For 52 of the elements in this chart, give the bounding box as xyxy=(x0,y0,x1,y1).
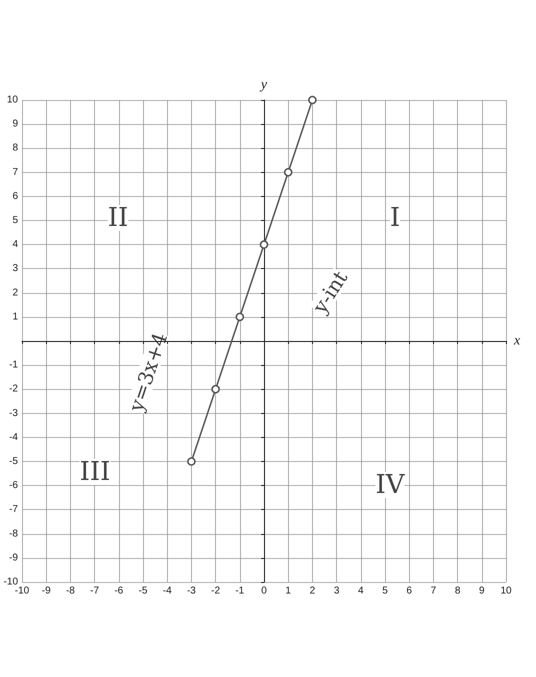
annotation: I xyxy=(390,203,400,233)
x-tick-label: -3 xyxy=(186,586,196,596)
x-tick-label: 0 xyxy=(261,586,268,596)
y-tick-label: 6 xyxy=(12,190,18,202)
y-tick-label: 3 xyxy=(12,263,18,274)
y-tick-label: 5 xyxy=(12,215,18,226)
point xyxy=(211,384,220,394)
x-tick-label: -6 xyxy=(114,586,124,596)
y-tick-label: 2 xyxy=(12,287,18,298)
y-tick-label: -9 xyxy=(9,552,18,564)
x-tick-label: -9 xyxy=(42,586,52,596)
y-tick-label: -1 xyxy=(9,360,18,371)
y-tick-label: 1 xyxy=(12,311,18,322)
x-tick-label: 6 xyxy=(406,586,412,596)
point xyxy=(260,240,268,249)
y-tick-label: 4 xyxy=(12,239,18,250)
annotation: IV xyxy=(375,470,406,500)
y-tick-label: -7 xyxy=(9,504,18,516)
x-tick-label: -4 xyxy=(162,586,172,596)
y-tick-label: 7 xyxy=(12,166,18,178)
y-tick-label: -10 xyxy=(4,576,18,588)
point xyxy=(236,312,244,322)
y-tick-label: 8 xyxy=(12,142,18,154)
x-tick-label: -7 xyxy=(90,586,100,596)
x-tick-label: 5 xyxy=(382,586,388,596)
annotation: II xyxy=(108,203,128,233)
x-tick-label: 9 xyxy=(479,586,486,596)
x-tick-label: 2 xyxy=(310,586,316,596)
x-tick-label: 10 xyxy=(500,586,512,596)
x-tick-label: -8 xyxy=(66,586,76,596)
x-tick-label: 1 xyxy=(285,586,292,596)
x-tick-label: 3 xyxy=(334,586,340,596)
y-tick-label: 9 xyxy=(12,118,18,130)
y-tick-label: -8 xyxy=(9,528,18,540)
y-tick-label: 10 xyxy=(6,94,18,106)
x-tick-label: 7 xyxy=(430,586,437,596)
point xyxy=(284,168,292,177)
x-tick-label: -5 xyxy=(138,586,148,596)
x-axis-title: x xyxy=(513,334,521,348)
point xyxy=(308,96,317,104)
y-tick-label: -3 xyxy=(9,408,18,419)
y-tick-label: -2 xyxy=(9,384,18,395)
y-axis-title: y xyxy=(258,78,268,92)
annotation: III xyxy=(80,457,110,487)
point xyxy=(187,457,196,466)
y-tick-label: -4 xyxy=(9,432,18,443)
x-tick-label: -1 xyxy=(235,586,245,596)
x-tick-label: -2 xyxy=(211,586,220,596)
x-tick-label: 4 xyxy=(358,586,364,596)
y-tick-label: -6 xyxy=(9,480,18,492)
x-tick-label: 8 xyxy=(454,586,461,596)
y-tick-label: -5 xyxy=(9,456,18,467)
